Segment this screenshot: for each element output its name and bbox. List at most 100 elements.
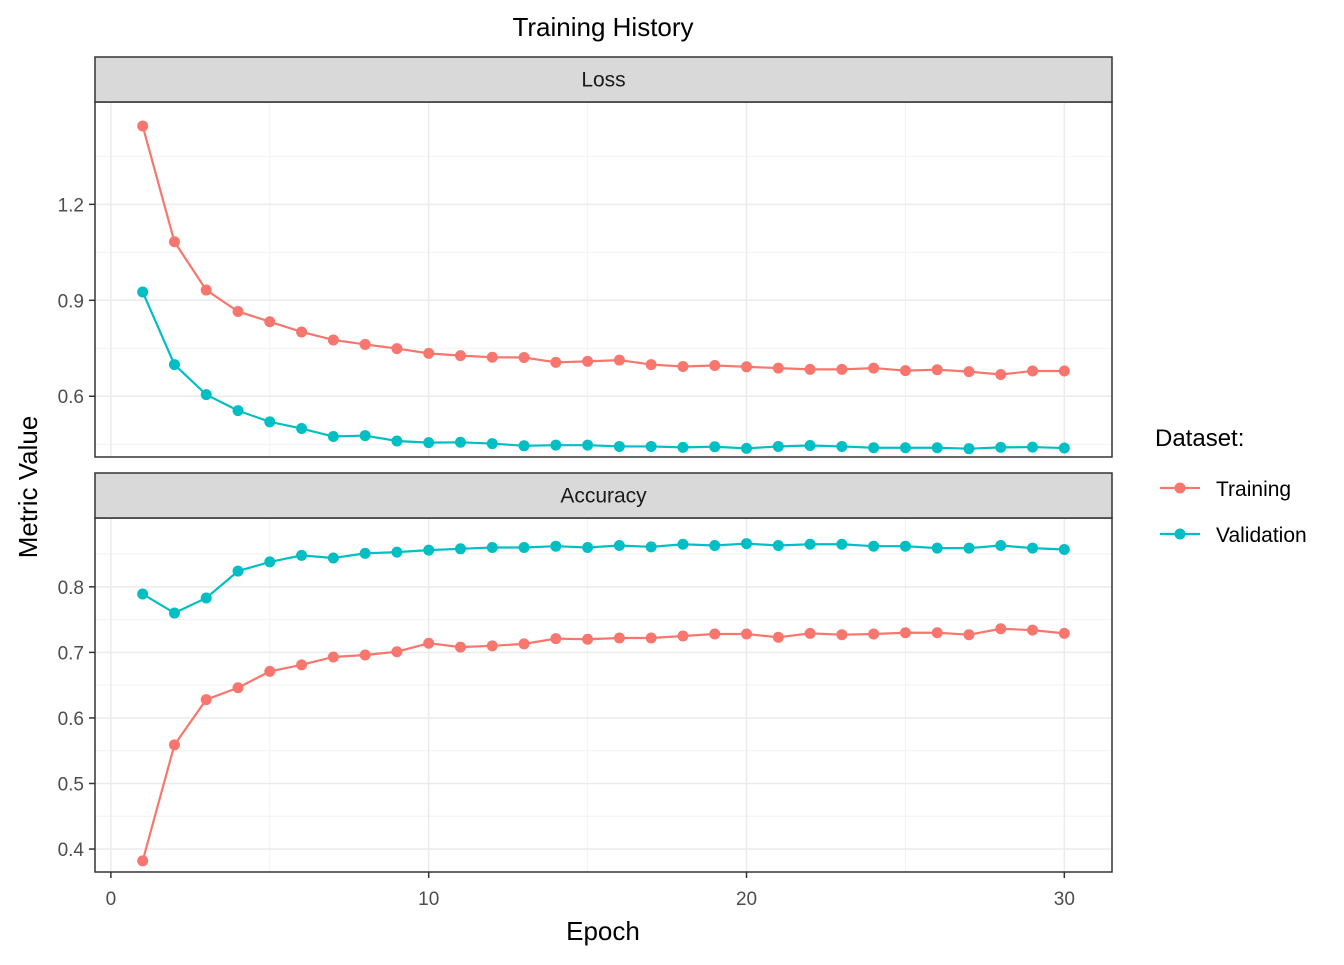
data-point	[391, 435, 403, 447]
data-point	[677, 360, 689, 372]
data-point	[931, 627, 943, 639]
data-point	[899, 540, 911, 552]
data-point	[645, 359, 657, 371]
data-point	[836, 629, 848, 641]
data-point	[550, 356, 562, 368]
facet-panels: Loss 0.6 0.9 1.2 Accuracy 0.4 0.5 0.6 0.7 0.8	[58, 56, 1113, 873]
legend: Dataset: Training Validation	[1155, 425, 1307, 547]
data-point	[963, 542, 975, 554]
panel-background	[95, 518, 1112, 872]
data-point	[899, 365, 911, 377]
data-point	[486, 542, 498, 553]
data-point	[613, 354, 625, 366]
legend-entry-label: Validation	[1216, 524, 1307, 547]
data-point	[963, 629, 975, 641]
data-point	[137, 286, 149, 298]
data-point	[1058, 543, 1070, 555]
x-tick-label: 20	[736, 889, 757, 910]
data-point	[296, 659, 308, 671]
data-point	[899, 442, 911, 454]
data-point	[1027, 441, 1039, 453]
data-point	[899, 627, 911, 639]
data-point	[868, 362, 880, 374]
data-point	[296, 549, 308, 561]
data-point	[995, 441, 1007, 453]
data-point	[391, 646, 403, 658]
data-point	[550, 633, 562, 645]
chart-title: Training History	[512, 12, 693, 42]
data-point	[232, 682, 244, 694]
data-point	[486, 351, 498, 363]
data-point	[423, 637, 435, 649]
data-point	[518, 542, 530, 553]
data-point	[454, 543, 466, 555]
y-tick-label: 0.6	[58, 387, 84, 408]
data-point	[391, 546, 403, 558]
data-point	[486, 438, 498, 450]
data-point	[804, 363, 816, 375]
y-tick-label: 0.8	[58, 578, 84, 599]
data-point	[709, 360, 721, 372]
y-tick-label: 0.5	[58, 775, 84, 796]
data-point	[518, 638, 530, 650]
data-point	[995, 368, 1007, 380]
data-point	[168, 739, 180, 751]
data-point	[200, 284, 212, 296]
data-point	[582, 633, 594, 645]
data-point	[741, 628, 753, 640]
data-point	[232, 305, 244, 317]
series-training	[137, 120, 1070, 380]
data-point	[264, 416, 276, 428]
data-point	[232, 565, 244, 577]
data-point	[836, 363, 848, 375]
data-point	[868, 442, 880, 454]
legend-key-point	[1174, 482, 1186, 494]
data-point	[1027, 624, 1039, 636]
data-point	[804, 627, 816, 639]
data-point	[137, 588, 149, 600]
y-tick-label: 0.7	[58, 643, 84, 664]
data-point	[327, 431, 339, 443]
data-point	[486, 640, 498, 652]
data-point	[931, 542, 943, 554]
data-point	[454, 436, 466, 448]
data-point	[582, 542, 594, 553]
data-point	[709, 628, 721, 640]
data-point	[741, 442, 753, 454]
data-point	[709, 540, 721, 552]
y-tick-label: 0.4	[58, 840, 85, 861]
data-point	[168, 607, 180, 619]
data-point	[296, 423, 308, 435]
y-tick-label: 0.6	[58, 709, 84, 730]
series-validation	[137, 538, 1070, 619]
data-point	[963, 366, 975, 378]
data-point	[518, 440, 530, 452]
series-validation	[137, 286, 1070, 455]
y-tick-label: 0.9	[58, 291, 84, 312]
data-point	[359, 649, 371, 661]
data-point	[868, 540, 880, 552]
data-point	[264, 665, 276, 677]
data-point	[200, 592, 212, 604]
data-point	[931, 442, 943, 454]
data-point	[772, 440, 784, 452]
data-point	[995, 623, 1007, 635]
x-tick-label: 30	[1054, 889, 1075, 910]
data-point	[582, 355, 594, 367]
data-point	[327, 334, 339, 346]
data-point	[645, 541, 657, 553]
facet-strip-label: Loss	[581, 69, 625, 92]
y-tick-label: 1.2	[58, 195, 84, 216]
legend-entry-validation: Validation	[1160, 524, 1307, 547]
data-point	[1058, 627, 1070, 639]
data-point	[804, 439, 816, 451]
facet-strip	[94, 472, 1113, 519]
data-point	[1027, 365, 1039, 377]
data-point	[168, 359, 180, 371]
data-point	[1058, 365, 1070, 377]
data-point	[677, 538, 689, 550]
data-point	[423, 437, 435, 449]
data-point	[613, 440, 625, 452]
data-point	[264, 316, 276, 328]
